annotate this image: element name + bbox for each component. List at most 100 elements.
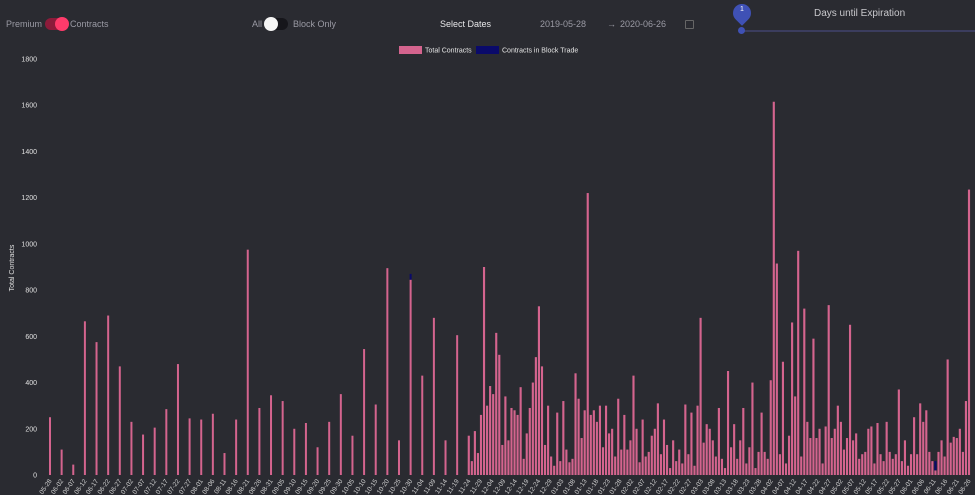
bar-total-contracts[interactable] [522, 458, 525, 475]
bar-total-contracts[interactable] [864, 451, 867, 475]
bar-total-contracts[interactable] [482, 267, 486, 475]
bar-total-contracts[interactable] [583, 410, 586, 475]
bar-total-contracts[interactable] [748, 447, 751, 475]
bar-total-contracts[interactable] [409, 279, 412, 475]
bar-total-contracts[interactable] [781, 361, 785, 475]
bar-total-contracts[interactable] [955, 438, 958, 475]
bar-total-contracts[interactable] [720, 458, 724, 475]
bar-total-contracts[interactable] [537, 306, 541, 475]
bar-total-contracts[interactable] [516, 414, 519, 475]
bar-total-contracts[interactable] [745, 463, 748, 475]
bar-total-contracts[interactable] [165, 409, 168, 475]
bar-total-contracts[interactable] [176, 364, 179, 475]
bar-total-contracts[interactable] [873, 463, 876, 475]
bar-total-contracts[interactable] [733, 424, 736, 475]
bar-total-contracts[interactable] [653, 428, 656, 475]
bar-total-contracts[interactable] [504, 396, 507, 475]
legend-swatch-total[interactable] [399, 46, 422, 54]
bar-total-contracts[interactable] [913, 417, 916, 475]
bar-total-contracts[interactable] [830, 438, 833, 475]
bar-total-contracts[interactable] [821, 463, 824, 475]
bar-total-contracts[interactable] [833, 428, 836, 475]
bar-total-contracts[interactable] [916, 454, 919, 475]
bar-total-contracts[interactable] [501, 444, 504, 475]
premium-contracts-toggle[interactable] [45, 17, 69, 31]
bar-total-contracts[interactable] [351, 435, 354, 475]
bar-total-contracts[interactable] [952, 436, 955, 475]
bar-total-contracts[interactable] [304, 423, 307, 475]
bar-total-contracts[interactable] [142, 434, 145, 475]
bar-total-contracts[interactable] [188, 418, 191, 475]
bar-total-contracts[interactable] [757, 451, 760, 475]
bar-total-contracts[interactable] [107, 315, 110, 475]
bar-total-contracts[interactable] [760, 412, 763, 475]
bar-total-contracts[interactable] [946, 359, 949, 475]
bar-block-trade[interactable] [934, 461, 937, 471]
bar-total-contracts[interactable] [766, 458, 769, 475]
bar-total-contracts[interactable] [897, 389, 900, 475]
bar-total-contracts[interactable] [589, 414, 592, 475]
bar-total-contracts[interactable] [470, 461, 473, 475]
expiration-slider-handle[interactable] [738, 27, 745, 34]
bar-total-contracts[interactable] [882, 461, 885, 475]
bar-total-contracts[interactable] [690, 412, 693, 475]
bar-total-contracts[interactable] [592, 410, 595, 475]
bar-total-contracts[interactable] [885, 421, 888, 475]
bar-total-contracts[interactable] [235, 419, 238, 475]
bar-total-contracts[interactable] [200, 419, 203, 475]
bar-total-contracts[interactable] [604, 405, 608, 475]
bar-total-contracts[interactable] [246, 249, 249, 475]
bar-total-contracts[interactable] [528, 407, 531, 475]
bar-total-contracts[interactable] [693, 465, 696, 475]
bar-total-contracts[interactable] [815, 438, 818, 475]
bar-total-contracts[interactable] [211, 413, 214, 475]
bar-total-contracts[interactable] [489, 386, 492, 475]
bar-total-contracts[interactable] [258, 407, 261, 475]
bar-total-contracts[interactable] [611, 428, 614, 475]
bar-total-contracts[interactable] [519, 387, 522, 475]
bar-total-contracts[interactable] [623, 414, 626, 475]
bar-total-contracts[interactable] [852, 440, 855, 475]
bar-total-contracts[interactable] [742, 407, 745, 475]
bar-total-contracts[interactable] [153, 427, 156, 475]
bar-total-contracts[interactable] [717, 407, 720, 475]
bar-total-contracts[interactable] [922, 421, 925, 475]
bar-total-contracts[interactable] [937, 451, 940, 475]
bar-total-contracts[interactable] [531, 382, 534, 475]
bar-total-contracts[interactable] [49, 417, 51, 475]
bar-total-contracts[interactable] [507, 440, 510, 475]
bar-total-contracts[interactable] [281, 401, 284, 475]
bar-total-contracts[interactable] [444, 440, 447, 475]
bar-total-contracts[interactable] [339, 394, 342, 475]
bar-total-contracts[interactable] [562, 401, 565, 475]
bar-total-contracts[interactable] [839, 421, 842, 475]
bar-total-contracts[interactable] [827, 305, 830, 475]
bar-total-contracts[interactable] [534, 357, 537, 475]
bar-total-contracts[interactable] [958, 428, 961, 475]
bar-total-contracts[interactable] [797, 250, 800, 475]
bar-total-contracts[interactable] [595, 421, 598, 475]
bar-total-contracts[interactable] [638, 462, 641, 475]
bar-total-contracts[interactable] [943, 456, 946, 475]
bar-total-contracts[interactable] [906, 465, 910, 475]
bar-total-contracts[interactable] [118, 366, 121, 475]
bar-total-contracts[interactable] [432, 317, 435, 475]
bar-total-contracts[interactable] [836, 405, 839, 475]
bar-total-contracts[interactable] [525, 433, 528, 475]
bar-total-contracts[interactable] [95, 342, 98, 475]
bar-total-contracts[interactable] [476, 453, 480, 475]
bar-total-contracts[interactable] [559, 461, 562, 475]
bar-total-contracts[interactable] [791, 322, 794, 475]
end-date-input[interactable]: 2020-06-26 [620, 19, 667, 29]
bar-total-contracts[interactable] [565, 449, 568, 475]
bar-total-contracts[interactable] [964, 401, 968, 475]
bar-total-contracts[interactable] [845, 438, 849, 475]
bar-total-contracts[interactable] [641, 419, 644, 475]
bar-total-contracts[interactable] [800, 456, 803, 475]
bar-total-contracts[interactable] [726, 371, 730, 475]
bar-total-contracts[interactable] [60, 449, 63, 475]
bar-total-contracts[interactable] [386, 268, 389, 475]
bar-total-contracts[interactable] [83, 321, 86, 475]
bar-total-contracts[interactable] [739, 440, 742, 475]
bar-total-contracts[interactable] [858, 458, 861, 475]
